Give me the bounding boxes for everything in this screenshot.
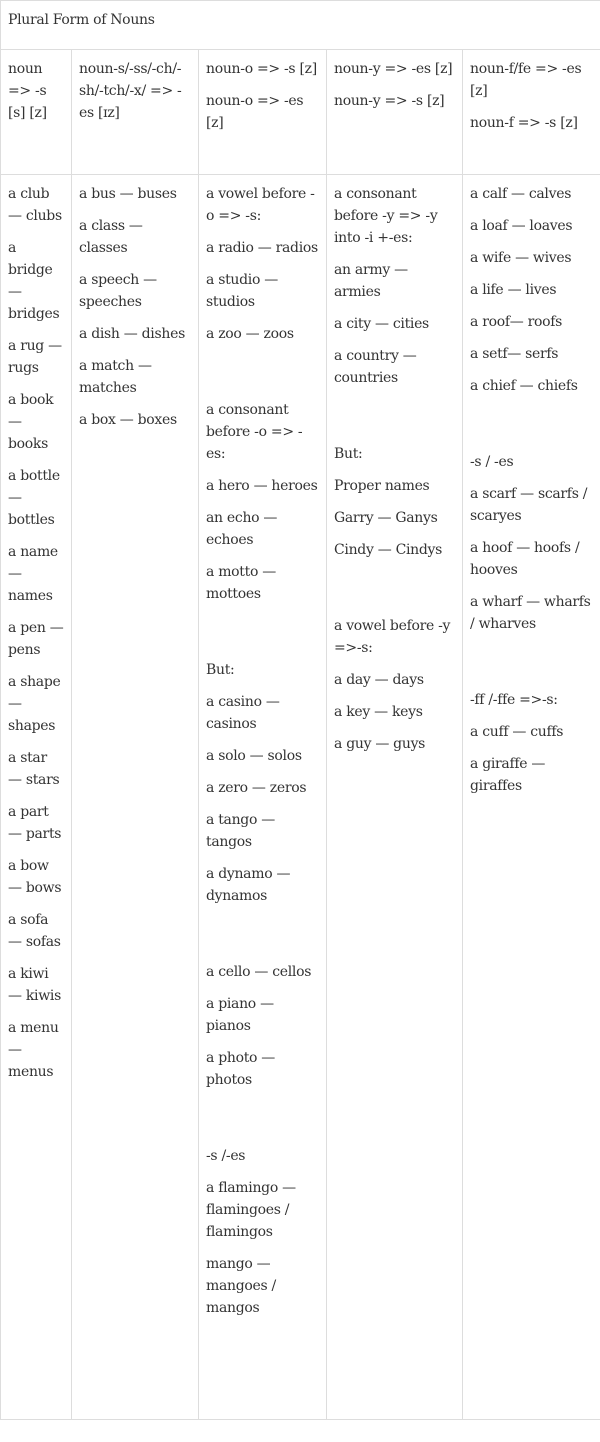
example-item: a bottle — bottles bbox=[8, 468, 60, 528]
body-row: a club — clubs a bridge — bridges a rug — … bbox=[0, 174, 600, 1420]
column-header: noun-s/-ss/-ch/-sh/-tch/-x/ => -es [ɪz] bbox=[71, 49, 199, 175]
example-item: a kiwi — kiwis bbox=[8, 966, 61, 1004]
example-item: a vowel before -y =>-s: bbox=[334, 618, 451, 656]
column-header: noun-y => -es [z] noun-y => -s [z] bbox=[326, 49, 463, 175]
example-item: a class — classes bbox=[79, 218, 143, 256]
example-item: a club — clubs bbox=[8, 186, 62, 224]
example-item: a pen — pens bbox=[8, 620, 64, 658]
example-item: a dish — dishes bbox=[79, 326, 185, 342]
example-item: a vowel before -o => -s: bbox=[206, 186, 315, 224]
example-item: a dynamo — dynamos bbox=[206, 866, 291, 904]
example-item: a country — countries bbox=[334, 348, 417, 386]
column-header: noun => -s [s] [z] bbox=[0, 49, 72, 175]
example-item: mango — mangoes / mangos bbox=[206, 1256, 276, 1316]
example-item: a scarf — scarfs / scaryes bbox=[470, 486, 588, 524]
example-item: a zoo — zoos bbox=[206, 326, 294, 342]
header-rule: noun-s/-ss/-ch/-sh/-tch/-x/ => -es [ɪz] bbox=[79, 61, 182, 121]
example-item: a loaf — loaves bbox=[470, 218, 573, 234]
example-item: a guy — guys bbox=[334, 736, 426, 752]
example-item: a box — boxes bbox=[79, 412, 177, 428]
header-rule: noun-f/fe => -es [z] bbox=[470, 61, 582, 99]
example-item: a bow — bows bbox=[8, 858, 62, 896]
example-item: a calf — calves bbox=[470, 186, 572, 202]
example-item: an army — armies bbox=[334, 262, 408, 300]
header-row: noun => -s [s] [z] noun-s/-ss/-ch/-sh/-tc… bbox=[0, 49, 600, 175]
column-header: noun-f/fe => -es [z] noun-f => -s [z] bbox=[462, 49, 600, 175]
example-item: Proper names bbox=[334, 478, 430, 494]
example-item: a city — cities bbox=[334, 316, 429, 332]
example-item: -ff /-ffe =>-s: bbox=[470, 692, 558, 708]
example-item: a studio — studios bbox=[206, 272, 278, 310]
example-item: an echo — echoes bbox=[206, 510, 278, 548]
example-item: a part — parts bbox=[8, 804, 62, 842]
column-header: noun-o => -s [z] noun-o => -es [z] bbox=[198, 49, 327, 175]
column-examples: a bus — buses a class — classes a speech —… bbox=[71, 174, 199, 1420]
spacer bbox=[334, 399, 455, 443]
example-item: a flamingo — flamingoes / flamingos bbox=[206, 1180, 296, 1240]
example-item: a hero — heroes bbox=[206, 478, 318, 494]
example-item: a zero — zeros bbox=[206, 780, 307, 796]
spacer bbox=[470, 407, 593, 451]
example-item: -s /-es bbox=[206, 1148, 246, 1164]
example-item: -s / -es bbox=[470, 454, 514, 470]
header-rule: noun-y => -es [z] bbox=[334, 61, 453, 77]
example-item: a shape — shapes bbox=[8, 674, 61, 734]
spacer bbox=[206, 1101, 319, 1145]
example-item: a speech — speeches bbox=[79, 272, 157, 310]
example-item: a star — stars bbox=[8, 750, 60, 788]
example-item: a day — days bbox=[334, 672, 424, 688]
example-item: But: bbox=[206, 662, 235, 678]
example-item: a book — books bbox=[8, 392, 54, 452]
example-item: a radio — radios bbox=[206, 240, 318, 256]
example-item: a hoof — hoofs / hooves bbox=[470, 540, 580, 578]
spacer bbox=[206, 355, 319, 399]
spacer bbox=[206, 917, 319, 961]
header-rule: noun-y => -s [z] bbox=[334, 93, 445, 109]
example-item: a key — keys bbox=[334, 704, 423, 720]
example-item: a rug — rugs bbox=[8, 338, 62, 376]
spacer bbox=[470, 645, 593, 689]
header-rule: noun-o => -es [z] bbox=[206, 93, 304, 131]
example-item: a setf— serfs bbox=[470, 346, 559, 362]
example-item: a cello — cellos bbox=[206, 964, 312, 980]
example-item: a menu — menus bbox=[8, 1020, 59, 1080]
example-item: a cuff — cuffs bbox=[470, 724, 564, 740]
column-examples: a consonant before -y => -y into -i +-es… bbox=[326, 174, 463, 1420]
header-rule: noun => -s [s] [z] bbox=[8, 61, 47, 121]
example-item: a wife — wives bbox=[470, 250, 572, 266]
example-item: a bridge — bridges bbox=[8, 240, 60, 322]
example-item: But: bbox=[334, 446, 363, 462]
example-item: a name — names bbox=[8, 544, 58, 604]
column-examples: a calf — calves a loaf — loaves a wife — w… bbox=[462, 174, 600, 1420]
example-item: a match — matches bbox=[79, 358, 152, 396]
spacer bbox=[334, 571, 455, 615]
example-item: a bus — buses bbox=[79, 186, 177, 202]
column-examples: a vowel before -o => -s: a radio — radios… bbox=[198, 174, 327, 1420]
example-item: a sofa — sofas bbox=[8, 912, 61, 950]
example-item: a motto — mottoes bbox=[206, 564, 276, 602]
example-item: a photo — photos bbox=[206, 1050, 276, 1088]
example-item: a life — lives bbox=[470, 282, 557, 298]
example-item: Garry — Ganys bbox=[334, 510, 438, 526]
example-item: a roof— roofs bbox=[470, 314, 562, 330]
header-rule: noun-f => -s [z] bbox=[470, 115, 578, 131]
header-rule: noun-o => -s [z] bbox=[206, 61, 317, 77]
column-examples: a club — clubs a bridge — bridges a rug — … bbox=[0, 174, 72, 1420]
spacer bbox=[206, 615, 319, 659]
example-item: a casino — casinos bbox=[206, 694, 280, 732]
example-item: a tango — tangos bbox=[206, 812, 275, 850]
example-item: a solo — solos bbox=[206, 748, 302, 764]
example-item: a wharf — wharfs / wharves bbox=[470, 594, 591, 632]
example-item: a chief — chiefs bbox=[470, 378, 578, 394]
example-item: a piano — pianos bbox=[206, 996, 274, 1034]
example-item: a giraffe — giraffes bbox=[470, 756, 546, 794]
example-item: a consonant before -y => -y into -i +-es… bbox=[334, 186, 438, 246]
table-title: Plural Form of Nouns bbox=[0, 0, 600, 50]
example-item: Cindy — Cindys bbox=[334, 542, 443, 558]
example-item: a consonant before -o => -es: bbox=[206, 402, 303, 462]
